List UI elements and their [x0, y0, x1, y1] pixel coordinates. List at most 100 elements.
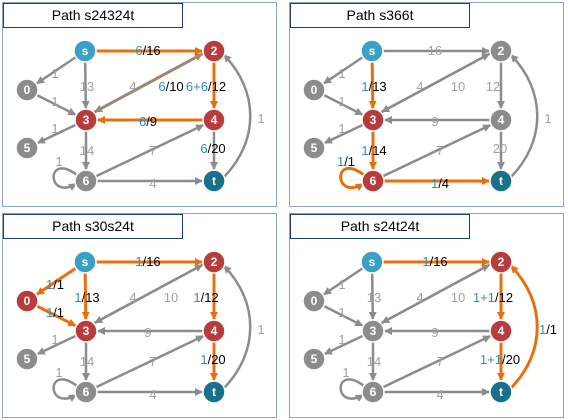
edge-capacity-label: 4 [416, 79, 423, 94]
graph-edge [94, 52, 204, 113]
path-edge [368, 61, 377, 110]
edge-capacity-label: 6/16 [135, 43, 160, 58]
edge-capacity-label: 1/14 [361, 143, 386, 158]
edge-capacity-label: 10 [164, 290, 178, 305]
edge-capacity-label: 6/20 [200, 141, 225, 156]
edge-capacity-label: 7 [149, 354, 156, 369]
svg-text:0: 0 [311, 83, 318, 97]
svg-text:s: s [369, 255, 376, 269]
node-4: 4 [489, 108, 513, 132]
svg-text:t: t [212, 385, 216, 399]
edge-capacity-label: 1 [51, 121, 58, 136]
edge-capacity-label: 4 [129, 79, 136, 94]
node-t: t [202, 169, 226, 193]
edge-capacity-label: 4 [436, 387, 443, 402]
edge-capacity-label: 1/1 [46, 305, 64, 320]
svg-text:6: 6 [370, 385, 377, 399]
edge-capacity-label: 1/13 [74, 290, 99, 305]
node-0: 0 [15, 289, 39, 313]
edge-capacity-label: 1 [257, 322, 264, 337]
graph-edge [381, 52, 491, 113]
graph-edge [94, 263, 204, 324]
svg-text:3: 3 [370, 324, 377, 338]
node-4: 4 [202, 319, 226, 343]
node-6: 6 [74, 169, 98, 193]
node-4: 4 [489, 319, 513, 343]
edge-capacity-label: 1/1 [539, 322, 557, 337]
node-s: s [360, 39, 384, 63]
edge-capacity-label: 14 [80, 354, 94, 369]
graph-edge [323, 93, 364, 116]
node-s: s [73, 250, 97, 274]
edge-capacity-label: 1 [338, 277, 345, 292]
node-2: 2 [489, 39, 513, 63]
node-3: 3 [361, 319, 385, 343]
svg-text:4: 4 [498, 113, 505, 127]
node-6: 6 [361, 380, 385, 404]
edge-capacity-label: 13 [367, 290, 381, 305]
edge-capacity-label: 1 [51, 94, 58, 109]
node-5: 5 [15, 136, 39, 160]
edge-capacity-label: 7 [436, 354, 443, 369]
edge-capacity-label: 1/1 [337, 154, 355, 169]
edge-capacity-label: 1/16 [135, 254, 160, 269]
edge-capacity-label: 1 [55, 154, 62, 169]
svg-text:0: 0 [24, 83, 31, 97]
edge-capacity-label: 4 [149, 176, 156, 191]
graph-edge [323, 56, 364, 85]
edge-capacity-label: 12 [486, 79, 500, 94]
node-t: t [489, 169, 513, 193]
node-3: 3 [361, 108, 385, 132]
svg-text:0: 0 [24, 294, 31, 308]
edge-capacity-label: 14 [80, 143, 94, 158]
svg-text:2: 2 [211, 255, 218, 269]
edge-capacity-label: 1+1/12 [473, 290, 513, 305]
node-2: 2 [489, 250, 513, 274]
svg-text:s: s [82, 44, 89, 58]
graph-edge [36, 334, 77, 355]
edge-capacity-label: 16 [428, 43, 442, 58]
svg-text:4: 4 [498, 324, 505, 338]
svg-text:2: 2 [498, 255, 505, 269]
svg-text:6: 6 [83, 385, 90, 399]
edge-capacity-label: 10 [451, 290, 465, 305]
edge-capacity-label: 1 [338, 305, 345, 320]
panel-path-4: 1/16 10 1+1/12 9 1+1/20 13 4 14 7 4 1/1 1 1 1 1 0 2 3 4 5 6 s… [289, 213, 564, 418]
svg-text:6: 6 [83, 174, 90, 188]
node-2: 2 [202, 39, 226, 63]
node-3: 3 [74, 108, 98, 132]
svg-text:3: 3 [83, 324, 90, 338]
node-3: 3 [74, 319, 98, 343]
node-t: t [489, 380, 513, 404]
edge-capacity-label: 1 [338, 66, 345, 81]
edge-capacity-label: 1 [338, 332, 345, 347]
node-0: 0 [302, 289, 326, 313]
edge-capacity-label: 1/13 [361, 79, 386, 94]
node-0: 0 [15, 78, 39, 102]
edge-capacity-label: 1/1 [46, 277, 64, 292]
path-edge [36, 266, 77, 296]
edge-capacity-label: 6/9 [139, 114, 157, 129]
node-s: s [73, 39, 97, 63]
node-6: 6 [361, 169, 385, 193]
svg-text:5: 5 [311, 352, 318, 366]
edge-capacity-label: 10 [451, 79, 465, 94]
edge-capacity-label: 4 [416, 290, 423, 305]
graph-edge [95, 124, 205, 178]
edge-capacity-label: 1/12 [193, 290, 218, 305]
graph-edge [381, 263, 491, 324]
panel-title: Path s24t24t [290, 214, 470, 239]
graph-edge [52, 378, 78, 402]
graph-1: 6/16 6/10 6+6/12 6/9 6/20 13 4 14 7 4 1 1 1 1 1 0 2 3 4 5 6 s… [15, 39, 265, 193]
svg-text:3: 3 [83, 113, 90, 127]
panel-title: Path s24324t [3, 3, 183, 28]
graph-edge [52, 167, 78, 191]
edge-capacity-label: 1/16 [422, 254, 447, 269]
svg-text:s: s [82, 255, 89, 269]
graph-edge [323, 304, 364, 327]
panel-path-1: 6/16 6/10 6+6/12 6/9 6/20 13 4 14 7 4 1 1 1 1 1 0 2 3 4 5 6 s… [2, 2, 277, 207]
edge-capacity-label: 7 [149, 143, 156, 158]
edge-capacity-label: 13 [80, 79, 94, 94]
